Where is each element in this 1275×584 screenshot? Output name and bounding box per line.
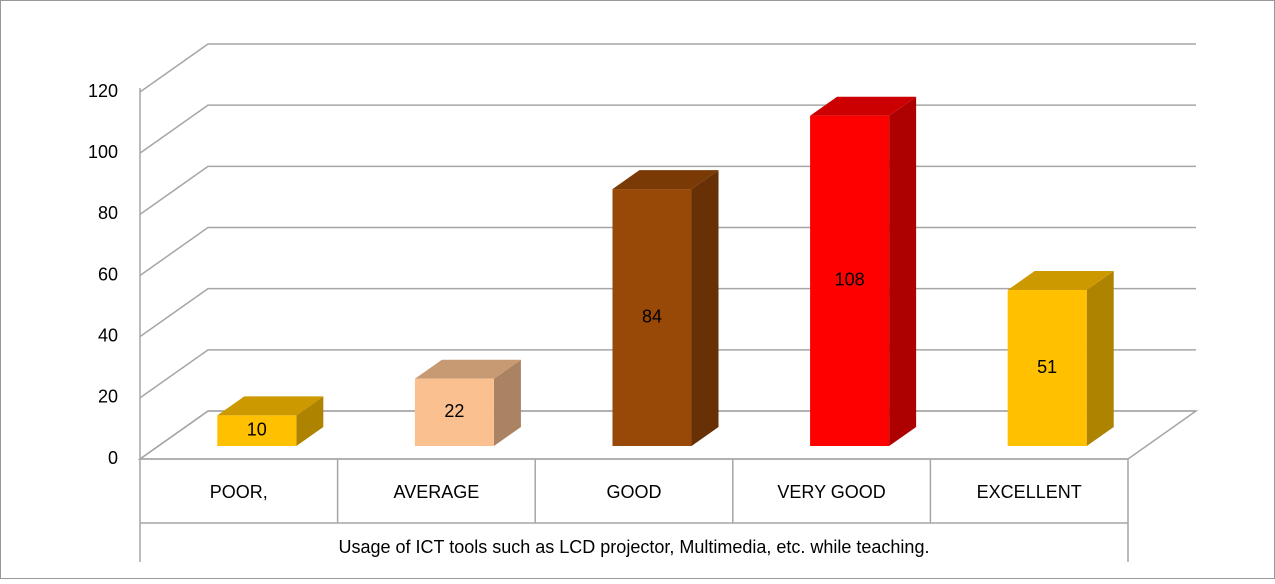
- x-tick-label: GOOD: [606, 482, 661, 502]
- bar-top: [414, 359, 521, 379]
- x-tick-label: EXCELLENT: [977, 482, 1082, 502]
- data-label: 84: [642, 306, 662, 326]
- y-tick-label: 0: [108, 448, 118, 468]
- x-tick-label: VERY GOOD: [777, 482, 885, 502]
- bar-top: [612, 170, 719, 190]
- bar: [414, 378, 494, 446]
- bar: [1007, 290, 1087, 446]
- data-label: 22: [444, 401, 464, 421]
- y-tick-label: 40: [98, 325, 118, 345]
- data-label: 108: [835, 270, 865, 290]
- bar-side: [889, 96, 917, 446]
- bar-top: [1007, 271, 1114, 291]
- y-tick-label: 80: [98, 203, 118, 223]
- x-tick-label: AVERAGE: [394, 482, 480, 502]
- data-label: 51: [1037, 357, 1057, 377]
- bar-side: [493, 359, 521, 446]
- bar-top: [810, 96, 917, 116]
- bar: [217, 415, 297, 446]
- y-tick-label: 120: [88, 81, 118, 101]
- x-tick-label: POOR,: [210, 482, 268, 502]
- y-tick-label: 100: [88, 142, 118, 162]
- bar: [810, 115, 890, 446]
- bar: [612, 189, 692, 446]
- y-tick-label: 20: [98, 387, 118, 407]
- x-axis-label: Usage of ICT tools such as LCD projector…: [339, 537, 930, 557]
- bar-side: [691, 170, 719, 446]
- grid-line: [139, 43, 1196, 93]
- y-tick-label: 60: [98, 264, 118, 284]
- data-label: 10: [247, 419, 267, 439]
- bar-side: [1086, 271, 1114, 446]
- bar-side: [296, 396, 324, 446]
- bar-top: [217, 396, 324, 416]
